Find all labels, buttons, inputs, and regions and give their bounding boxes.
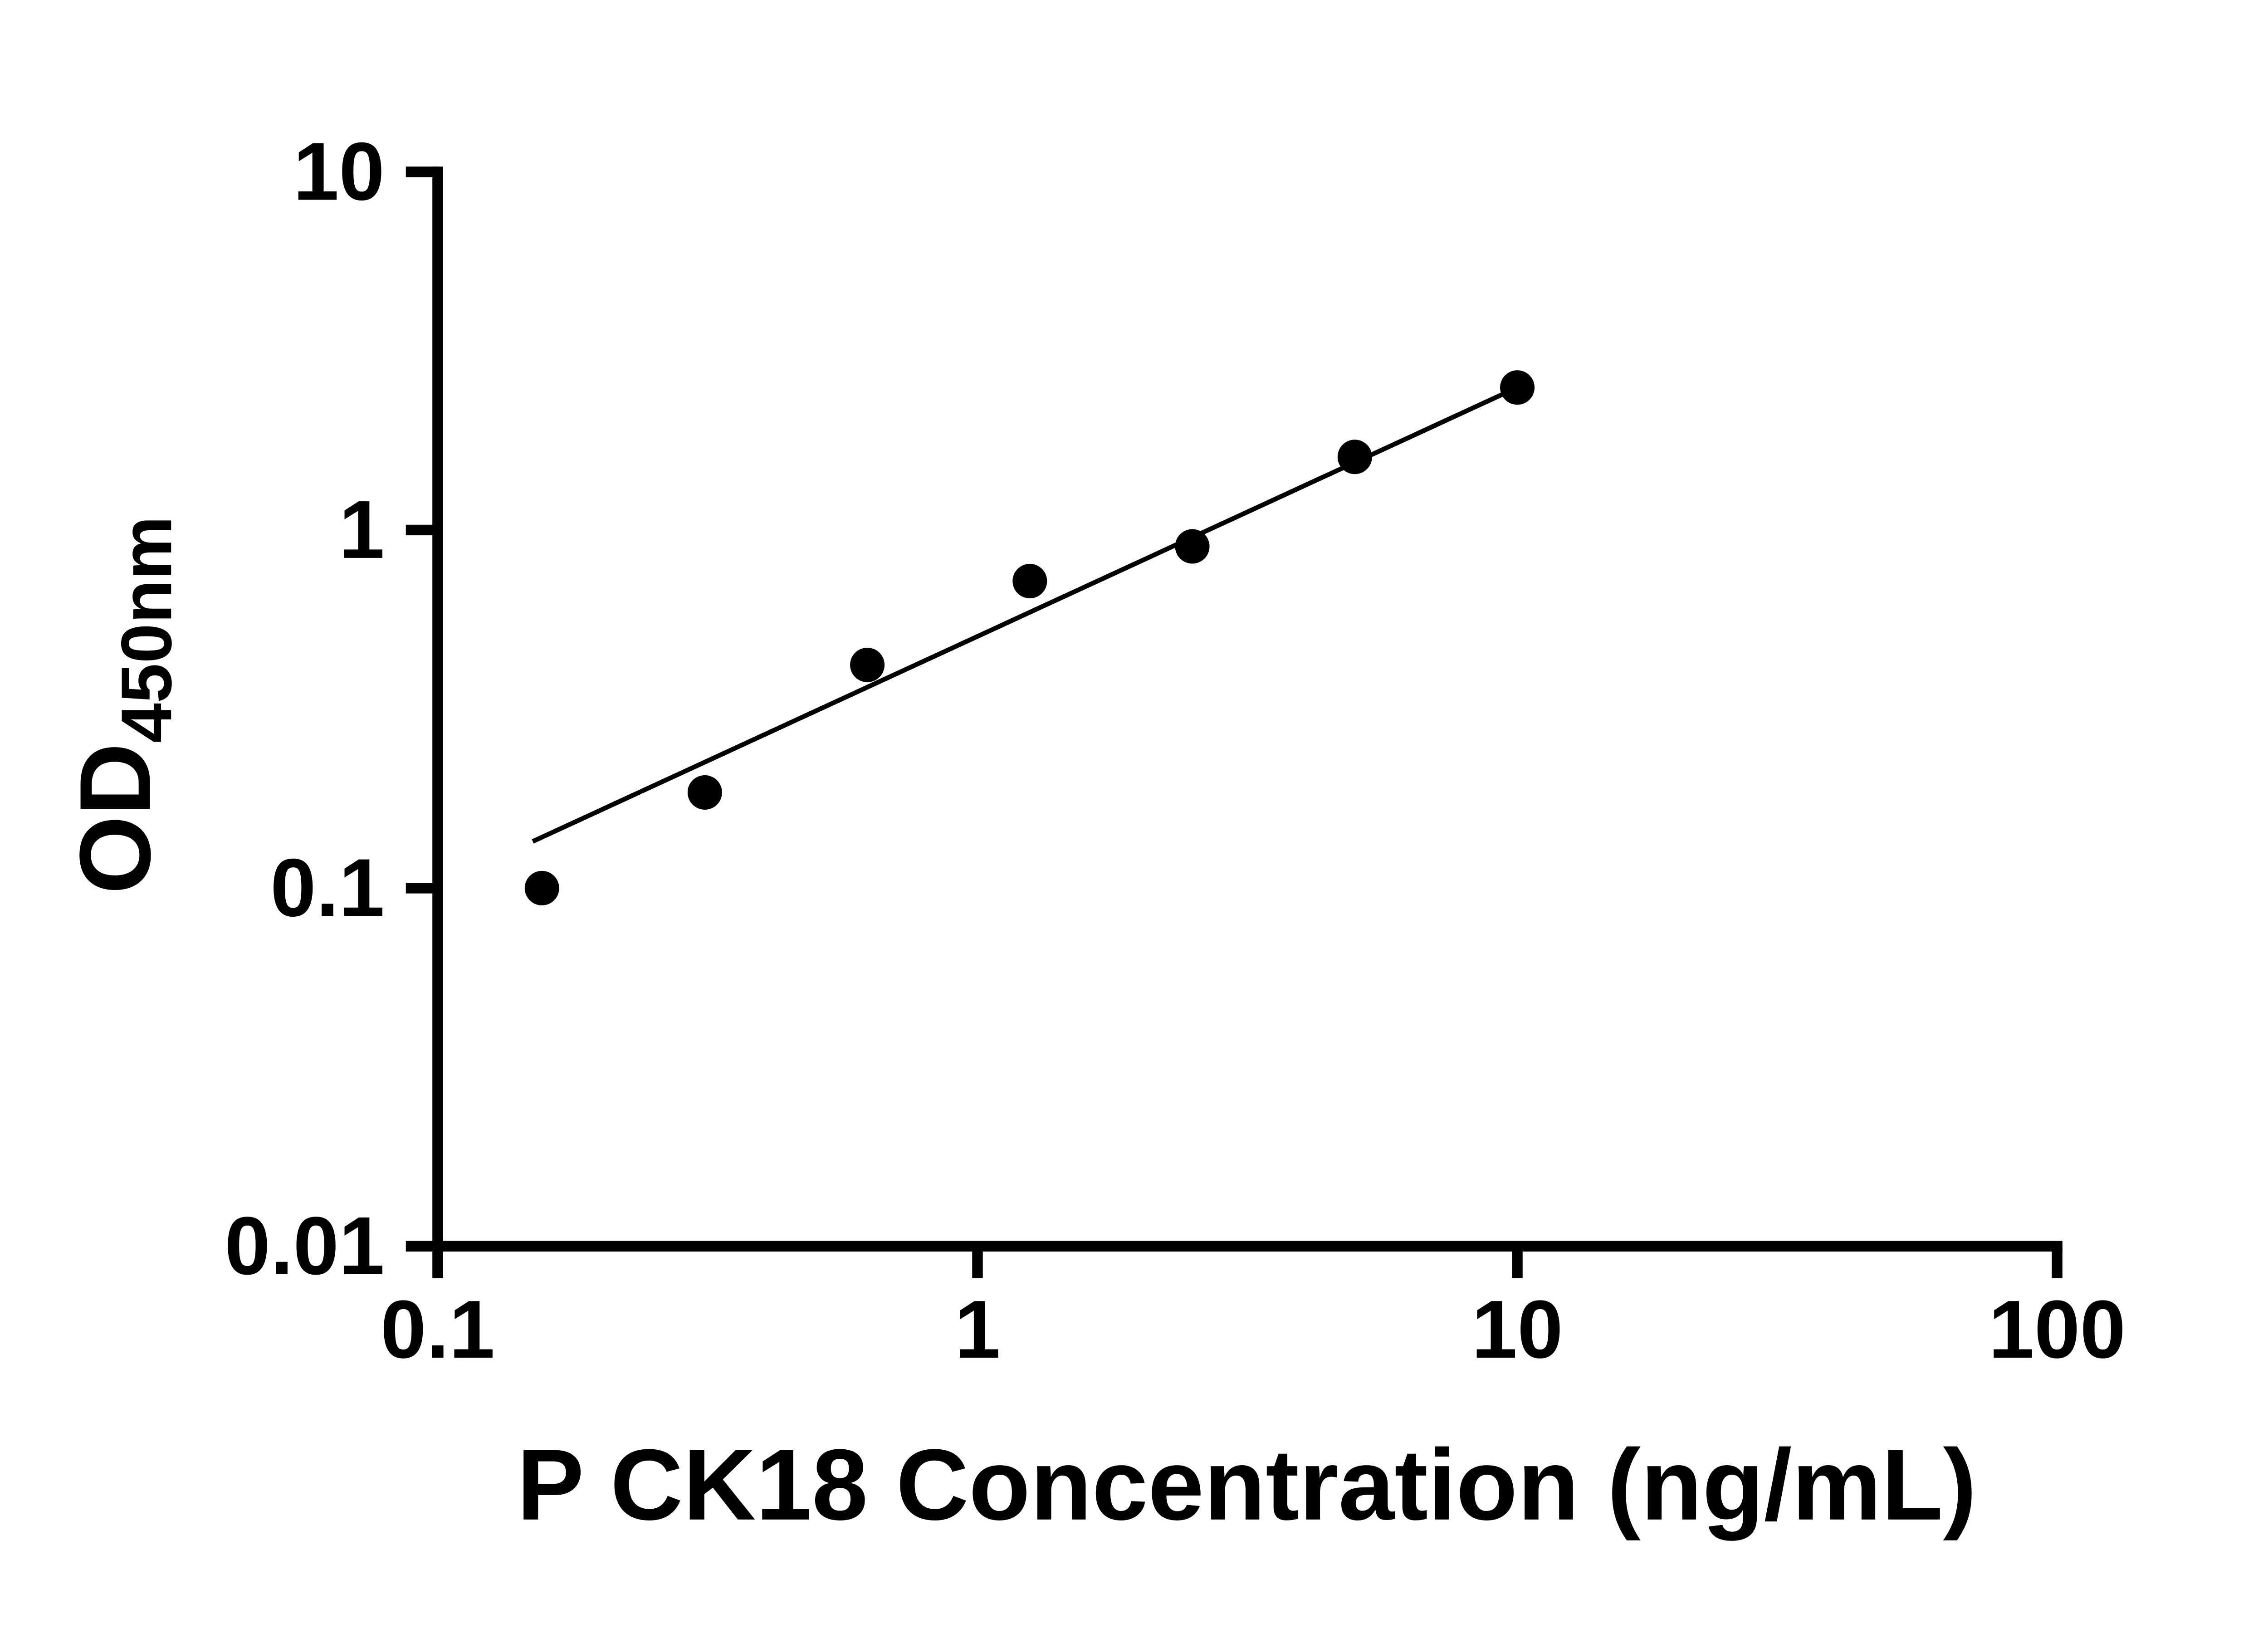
x-axis-title: P CK18 Concentration (ng/mL): [517, 1429, 1976, 1541]
data-point: [850, 647, 885, 682]
data-point: [1500, 370, 1535, 405]
y-tick-label: 1: [339, 484, 385, 576]
x-tick-label: 10: [1471, 1284, 1563, 1375]
data-point: [524, 870, 559, 905]
y-axis-title: OD450nm: [59, 516, 186, 895]
y-axis-title-subscript: 450nm: [107, 516, 186, 743]
data-point: [1012, 564, 1047, 599]
x-tick-label: 1: [955, 1284, 1001, 1375]
data-point: [1337, 440, 1372, 474]
x-tick-label: 0.1: [381, 1284, 495, 1375]
y-tick-label: 0.01: [225, 1200, 385, 1292]
y-tick-label: 0.1: [270, 842, 385, 934]
x-tick-label: 100: [1989, 1284, 2126, 1375]
data-point: [1175, 529, 1210, 564]
y-tick-label: 10: [293, 126, 385, 217]
y-axis-title-main: OD: [59, 743, 171, 894]
data-point: [687, 775, 722, 810]
